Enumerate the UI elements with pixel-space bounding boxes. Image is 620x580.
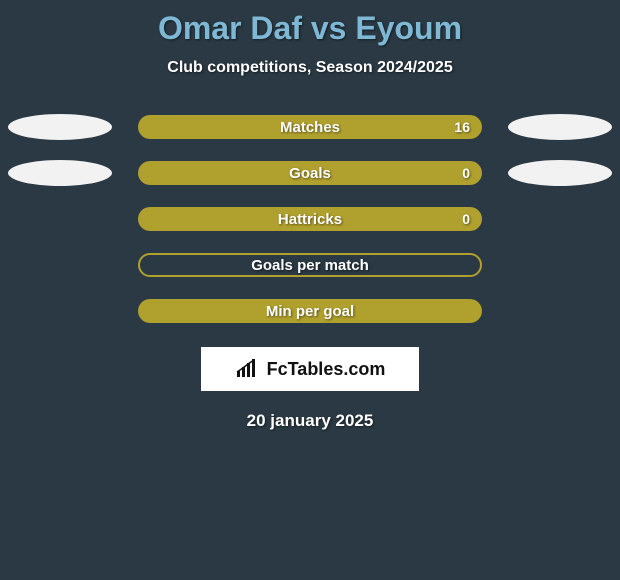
right-blob <box>508 114 612 140</box>
stat-bar: Goals 0 <box>138 161 482 185</box>
stat-row-min-per-goal: Min per goal <box>0 299 620 323</box>
subtitle: Club competitions, Season 2024/2025 <box>0 59 620 77</box>
stat-row-hattricks: Hattricks 0 <box>0 207 620 231</box>
stat-row-matches: Matches 16 <box>0 115 620 139</box>
stat-value: 16 <box>454 119 470 135</box>
stat-label: Min per goal <box>266 303 354 320</box>
left-blob <box>8 160 112 186</box>
stats-card: Omar Daf vs Eyoum Club competitions, Sea… <box>0 0 620 580</box>
stat-row-goals: Goals 0 <box>0 161 620 185</box>
stat-row-goals-per-match: Goals per match <box>0 253 620 277</box>
stat-bar: Min per goal <box>138 299 482 323</box>
left-blob <box>8 114 112 140</box>
stat-bar: Matches 16 <box>138 115 482 139</box>
stat-value: 0 <box>462 165 470 181</box>
stat-label: Hattricks <box>278 211 342 228</box>
stat-bar: Hattricks 0 <box>138 207 482 231</box>
stat-label: Matches <box>280 119 340 136</box>
page-title: Omar Daf vs Eyoum <box>0 0 620 47</box>
stat-label: Goals per match <box>251 257 369 274</box>
stat-value: 0 <box>462 211 470 227</box>
stat-bar: Goals per match <box>138 253 482 277</box>
logo-text: FcTables.com <box>267 359 386 380</box>
date-label: 20 january 2025 <box>0 411 620 431</box>
bars-icon <box>235 359 261 379</box>
stat-rows: Matches 16 Goals 0 Hattricks 0 Goals per… <box>0 115 620 323</box>
logo-box: FcTables.com <box>201 347 419 391</box>
stat-label: Goals <box>289 165 331 182</box>
right-blob <box>508 160 612 186</box>
